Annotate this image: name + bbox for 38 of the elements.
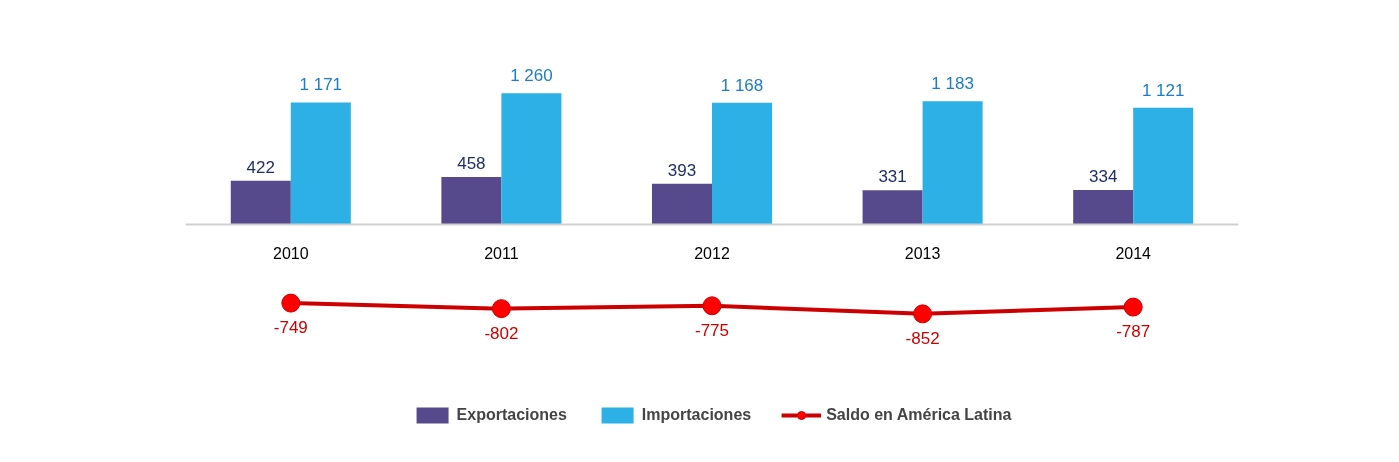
- data-label: -802: [484, 323, 519, 343]
- data-label: -787: [1116, 322, 1151, 342]
- data-label: 393: [667, 160, 697, 180]
- data-label: 1 171: [299, 75, 343, 95]
- x-tick-label: 2014: [1115, 244, 1152, 262]
- bar: [922, 101, 983, 225]
- bar: [230, 180, 291, 225]
- data-label: 1 183: [931, 74, 974, 94]
- data-label: 422: [246, 157, 275, 177]
- legend-label: Importaciones: [641, 406, 752, 424]
- bar: [1133, 107, 1194, 225]
- point: [281, 293, 301, 313]
- bar: [501, 93, 562, 225]
- data-label: 1 260: [510, 66, 553, 86]
- data-label: -749: [273, 318, 308, 338]
- x-tick-label: 2013: [904, 244, 941, 262]
- data-label: 334: [1089, 166, 1118, 186]
- legend-label: Saldo en América Latina: [826, 406, 1012, 424]
- legend-label: Exportaciones: [456, 406, 567, 424]
- x-tick-label: 2012: [694, 244, 730, 262]
- x-tick-label: 2010: [273, 244, 309, 262]
- point: [702, 296, 722, 316]
- data-label: 1 121: [1141, 80, 1185, 100]
- data-label: 331: [878, 167, 907, 187]
- x-tick-label: 2011: [484, 244, 519, 262]
- data-label: -852: [905, 328, 940, 348]
- point: [1123, 297, 1143, 317]
- point: [491, 299, 511, 319]
- bar: [1073, 189, 1134, 225]
- data-label: -775: [694, 320, 730, 340]
- bar: [712, 102, 773, 225]
- bar: [651, 183, 712, 225]
- point: [913, 304, 933, 324]
- bar: [441, 176, 502, 225]
- data-label: 1 168: [720, 75, 764, 95]
- bar: [290, 102, 351, 225]
- data-label: 458: [457, 153, 486, 173]
- bar: [862, 190, 923, 225]
